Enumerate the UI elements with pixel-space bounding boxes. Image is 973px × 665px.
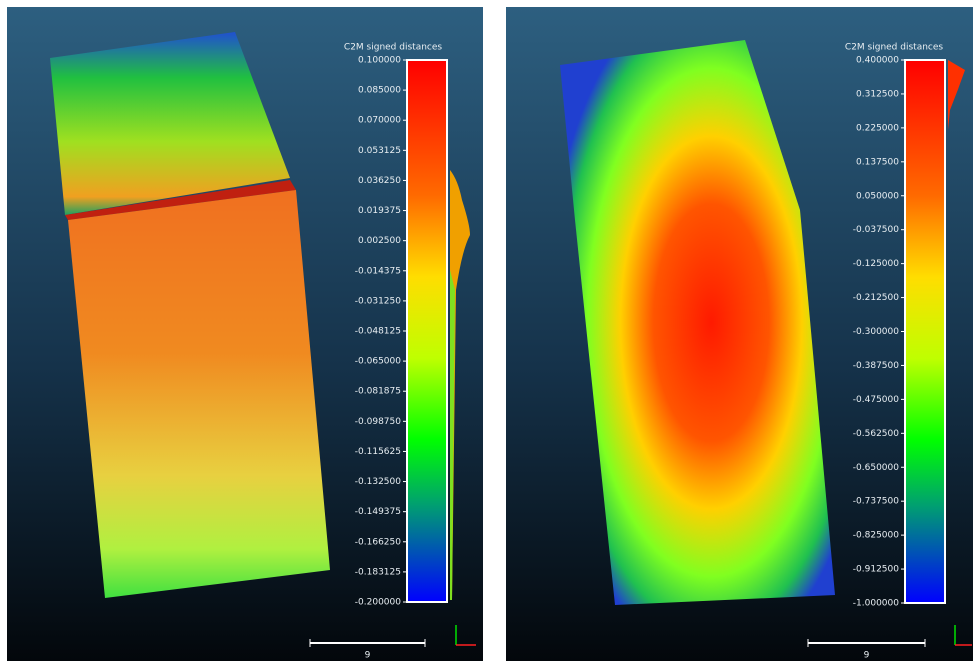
scale-label: 0.019375 — [358, 206, 401, 216]
scale-label: 0.053125 — [358, 146, 401, 156]
scale-label: 0.100000 — [358, 56, 401, 66]
scale-label: -0.300000 — [853, 327, 899, 337]
scale-label: -0.149375 — [355, 507, 401, 517]
scale-label: -0.115625 — [355, 447, 401, 457]
scale-label: 0.050000 — [856, 191, 899, 201]
scale-label: -0.098750 — [355, 417, 401, 427]
scale-title: C2M signed distances — [845, 43, 943, 53]
scale-label: 0.036250 — [358, 176, 401, 186]
scale-label: -0.081875 — [355, 387, 401, 397]
scale-label: 0.225000 — [856, 123, 899, 133]
histogram — [450, 170, 470, 600]
point-cloud-edge — [65, 180, 296, 220]
scale-label: -0.200000 — [355, 598, 401, 608]
scale-label: -0.212500 — [853, 293, 899, 303]
scale-label: -0.737500 — [853, 497, 899, 507]
scale-label: 0.002500 — [358, 236, 401, 246]
scale-label: -0.825000 — [853, 531, 899, 541]
scale-label: -0.475000 — [853, 395, 899, 405]
point-cloud — [50, 32, 290, 215]
histogram — [948, 60, 965, 130]
scale-bar-label: 9 — [864, 651, 870, 661]
scale-label: -0.065000 — [355, 357, 401, 367]
scale-label: -0.014375 — [355, 266, 401, 276]
axis-icon — [455, 625, 972, 646]
scale-label: -0.166250 — [355, 537, 401, 547]
scale-label: -0.562500 — [853, 429, 899, 439]
scale-label: 0.085000 — [358, 86, 401, 96]
scale-label: -0.387500 — [853, 361, 899, 371]
scale-label: -0.912500 — [853, 565, 899, 575]
scale-bar-label: 9 — [365, 651, 371, 661]
scale-label: -0.048125 — [355, 327, 401, 337]
scale-label: -0.132500 — [355, 477, 401, 487]
scale-label: -0.031250 — [355, 296, 401, 306]
point-cloud — [560, 40, 835, 605]
color-scale — [904, 59, 946, 604]
scale-title: C2M signed distances — [344, 43, 442, 53]
scale-label: 0.312500 — [856, 89, 899, 99]
scale-label: 0.400000 — [856, 56, 899, 66]
scale-label: 0.137500 — [856, 157, 899, 167]
scale-label: 0.070000 — [358, 116, 401, 126]
scale-label: -0.183125 — [355, 567, 401, 577]
histogram — [450, 270, 455, 600]
point-cloud — [68, 190, 330, 598]
scale-label: -1.000000 — [853, 599, 899, 609]
scale-label: -0.650000 — [853, 463, 899, 473]
scale-label: -0.125000 — [853, 259, 899, 269]
scale-label: -0.037500 — [853, 225, 899, 235]
color-scale — [406, 59, 448, 603]
